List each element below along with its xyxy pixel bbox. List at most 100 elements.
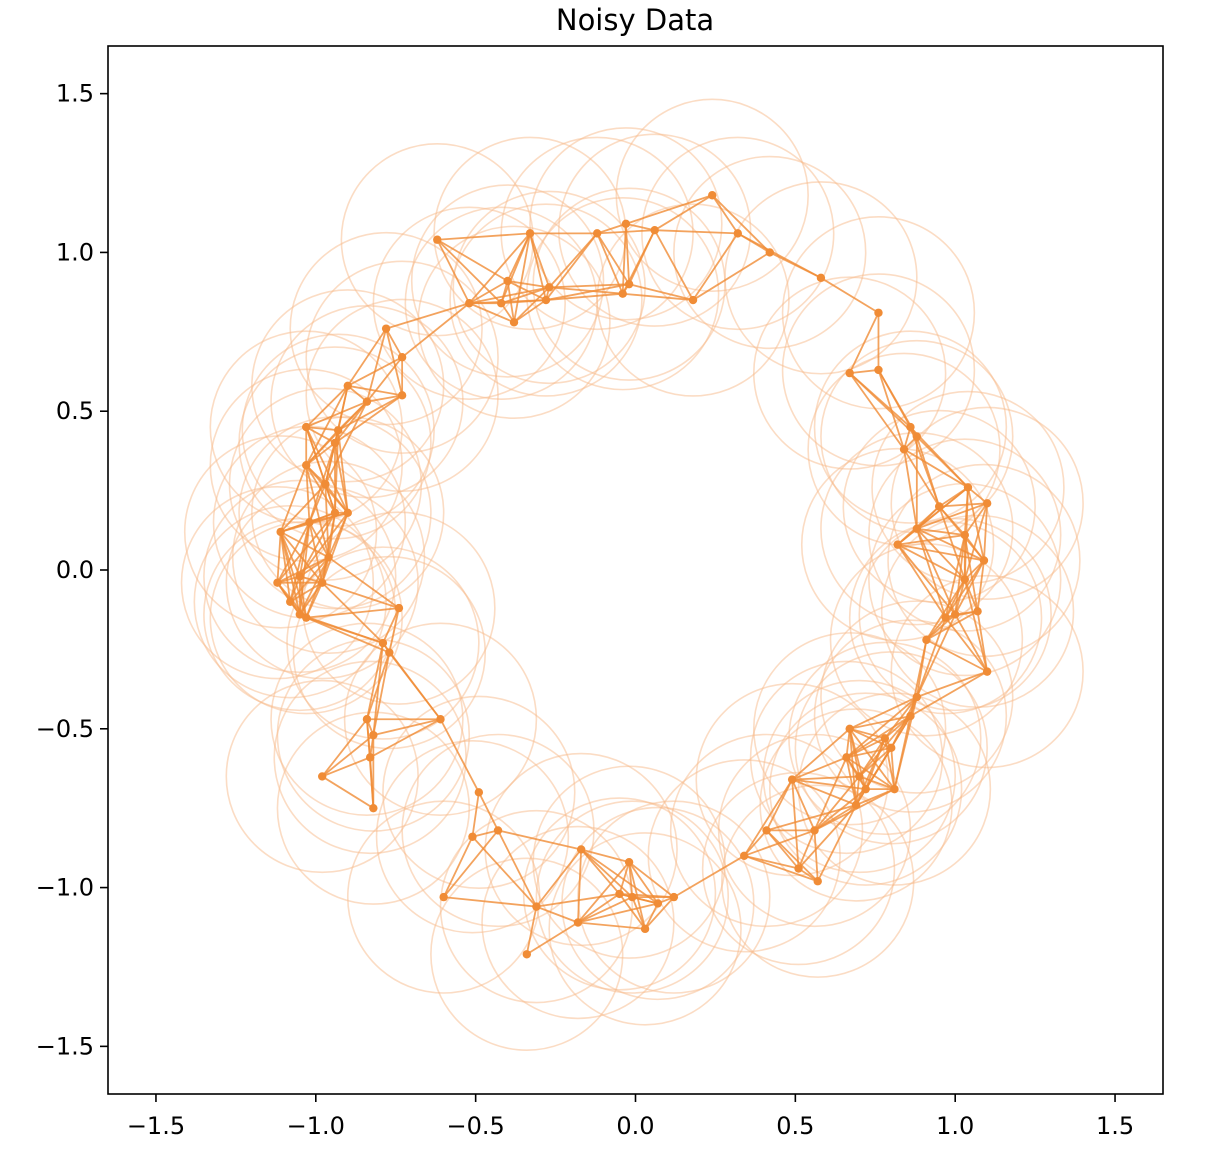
edge-line [471,792,480,837]
edge-line [964,559,985,581]
data-point [321,480,330,489]
edge-line [279,531,323,584]
edge-line [797,804,857,870]
data-point [365,753,375,762]
ball-circle [382,695,576,890]
edge-line [468,280,509,305]
edge-line [711,194,739,234]
data-point [330,438,340,448]
ball-circle [180,485,375,680]
ball-circle [752,276,947,470]
x-tick-label: −1.0 [287,1112,345,1140]
data-point [378,638,388,648]
data-point [960,575,969,584]
ball-circle [276,711,471,905]
edge-line [369,718,441,759]
data-point [851,800,861,810]
edge-line [334,442,349,513]
edge-line [337,430,349,513]
edge-line [893,696,918,790]
data-point [650,225,659,235]
edge-line [513,286,550,323]
edge-line [897,543,966,581]
edge-line [388,607,400,653]
edge-line [596,222,627,235]
edge-line [305,426,349,514]
edge-line [478,791,499,831]
data-point [381,324,391,333]
edge-line [963,579,979,612]
edge-line [442,836,474,898]
edge-line [439,718,480,793]
data-point [286,597,295,606]
edge-line [388,652,442,720]
edge-line [382,607,400,644]
edge-line [442,829,499,898]
ball-circle [829,543,1024,737]
edge-line [644,896,675,930]
edge-line [964,502,988,536]
data-point [544,283,554,292]
edge-line [797,830,816,869]
edge-line [903,448,940,507]
edge-line [468,232,531,304]
ball-circle [343,622,538,816]
edge-line [436,239,471,304]
edge-line [549,286,623,295]
data-point [573,918,583,927]
data-point [893,540,902,549]
ball-circle [183,435,378,629]
x-tick-label: 1.0 [936,1112,974,1140]
edge-line [580,848,633,898]
data-point [813,877,822,886]
data-point [433,235,442,244]
edge-line [276,531,282,583]
edge-line [305,616,384,644]
edge-line [820,277,879,314]
data-point [912,692,922,702]
data-point [397,391,407,400]
ball-circle [286,546,480,740]
data-point [468,832,477,841]
edge-line [916,528,966,581]
edge-line [280,531,330,559]
edge-line [848,312,880,374]
edge-line [385,328,403,358]
data-point [497,299,506,308]
edge-line [324,401,368,485]
edge-line [915,528,947,618]
data-point [362,715,372,724]
ball-circle [759,708,953,902]
ball-circle [800,447,995,642]
edge-line [507,280,550,289]
ball-circle [673,155,867,350]
edge-line [632,896,659,905]
data-point [362,397,372,406]
ball-circle [615,98,809,292]
data-point [708,191,717,200]
edge-line [976,560,985,612]
edge-line [848,728,867,790]
edge-line [385,302,470,330]
edge-line [916,527,985,562]
edge-line [277,556,329,584]
data-point [861,784,870,794]
data-point [950,610,960,619]
edge-line [443,896,537,908]
edge-line [849,372,918,438]
edge-line [321,718,368,777]
edge-line [916,528,957,615]
data-point [394,603,404,613]
x-tick-label: −0.5 [447,1112,505,1140]
edge-line [321,756,371,778]
edge-line [596,233,624,295]
edge-line [848,728,857,806]
axes: −1.5 −1.0 −0.5 0.0 0.5 1.0 1.5 1.5 1.0 0.5 0.0 −0.5… [36,45,1164,1140]
edge-line [848,372,905,450]
edge-line [791,779,816,831]
edge-line [299,582,323,615]
data-point [653,899,663,908]
edge-line [366,642,384,720]
edge-line [577,893,621,924]
data-point [503,276,512,286]
